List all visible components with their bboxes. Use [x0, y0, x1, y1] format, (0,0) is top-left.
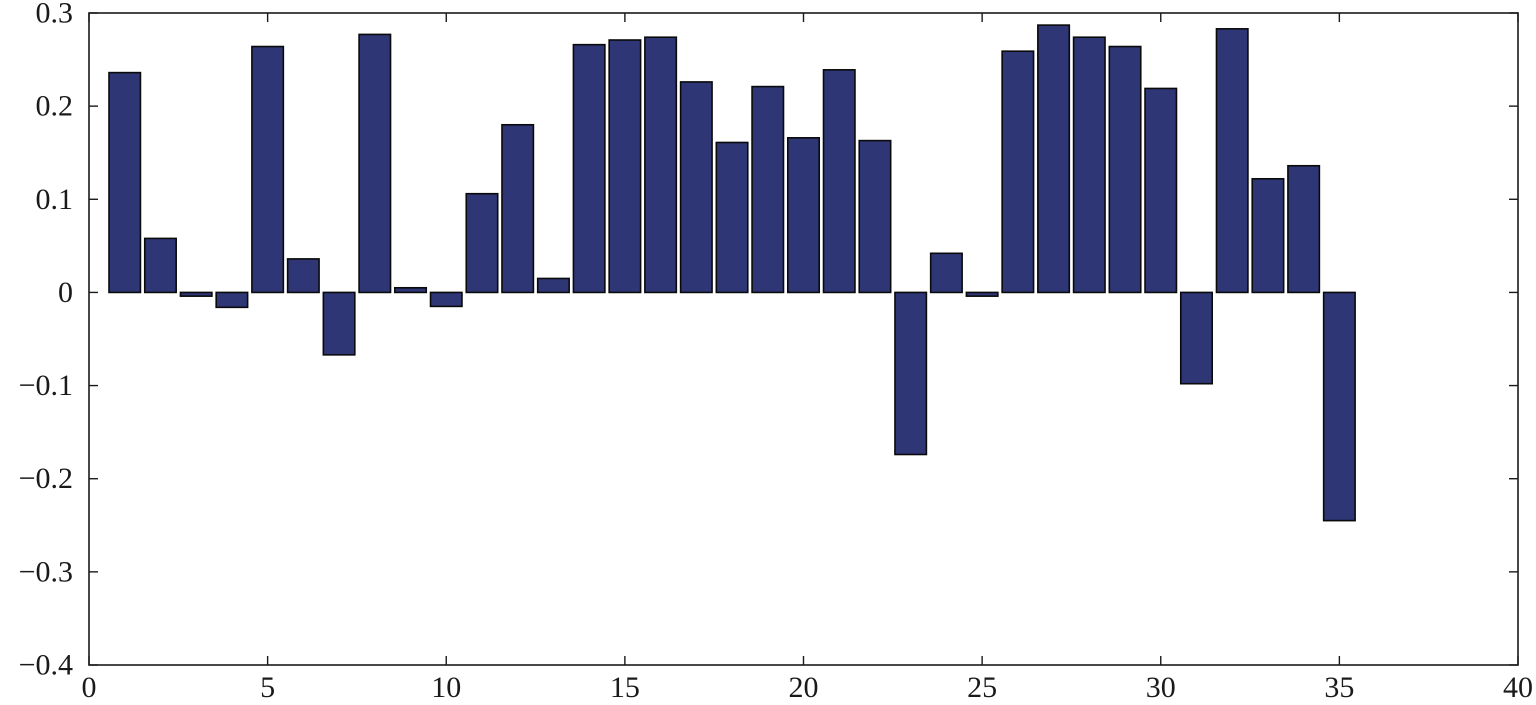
y-tick-label-3: −0.1: [19, 369, 73, 402]
bar-7: [322, 291, 356, 356]
bar-29: [1108, 45, 1142, 294]
bar-33: [1251, 177, 1285, 294]
x-tick-label-0: 0: [82, 671, 97, 704]
x-tick-label-10: 10: [431, 671, 461, 704]
bar-35: [1322, 291, 1356, 522]
x-tick-label-15: 15: [610, 671, 640, 704]
bar-28: [1072, 36, 1106, 294]
bar-31: [1179, 291, 1214, 385]
bar-13: [536, 277, 570, 294]
bar-17: [679, 81, 713, 294]
bar-25: [965, 291, 999, 297]
bar-10: [429, 291, 463, 308]
bars-layer: [108, 24, 1356, 522]
x-tick-label-35: 35: [1324, 671, 1354, 704]
bar-27: [1037, 24, 1071, 294]
x-tick-label-40: 40: [1503, 671, 1533, 704]
y-tick-label-7: 0.3: [36, 0, 74, 30]
bar-19: [751, 85, 785, 294]
y-tick-label-1: −0.3: [19, 555, 73, 588]
y-tick-label-5: 0.1: [36, 183, 74, 216]
bar-30: [1144, 87, 1178, 294]
x-tick-label-25: 25: [967, 671, 997, 704]
bar-15: [608, 39, 642, 294]
x-tick-label-20: 20: [789, 671, 819, 704]
y-tick-label-0: −0.4: [19, 649, 73, 682]
tick-labels-layer: 0 5 10 15 20 25 30 35 40 −0.4 −0.3 −0.2 −0.1 0 0.1 0.2 0…: [19, 0, 1533, 704]
bar-1: [108, 71, 142, 294]
bar-14: [572, 43, 606, 294]
bar-20: [786, 137, 821, 294]
bar-11: [465, 192, 499, 294]
bar-6: [286, 258, 320, 294]
bar-9: [394, 286, 428, 294]
bar-26: [1001, 50, 1035, 294]
y-tick-label-2: −0.2: [19, 462, 73, 495]
bar-3: [179, 291, 213, 297]
bar-2: [143, 237, 177, 294]
x-tick-label-5: 5: [260, 671, 275, 704]
ticks-layer: [88, 12, 1519, 666]
bar-24: [929, 252, 963, 294]
bar-12: [501, 123, 535, 294]
bar-5: [251, 45, 285, 294]
bar-23: [894, 291, 928, 456]
bar-32: [1215, 28, 1249, 294]
bar-4: [215, 291, 249, 309]
bar-18: [715, 141, 749, 294]
x-tick-label-30: 30: [1146, 671, 1176, 704]
bar-34: [1287, 164, 1321, 294]
y-tick-label-4: 0: [58, 276, 73, 309]
bar-22: [858, 139, 892, 294]
plot-frame: [88, 12, 1519, 666]
bar-21: [822, 69, 856, 294]
y-tick-label-6: 0.2: [36, 90, 74, 123]
bar-16: [644, 36, 678, 294]
bar-8: [358, 33, 392, 294]
